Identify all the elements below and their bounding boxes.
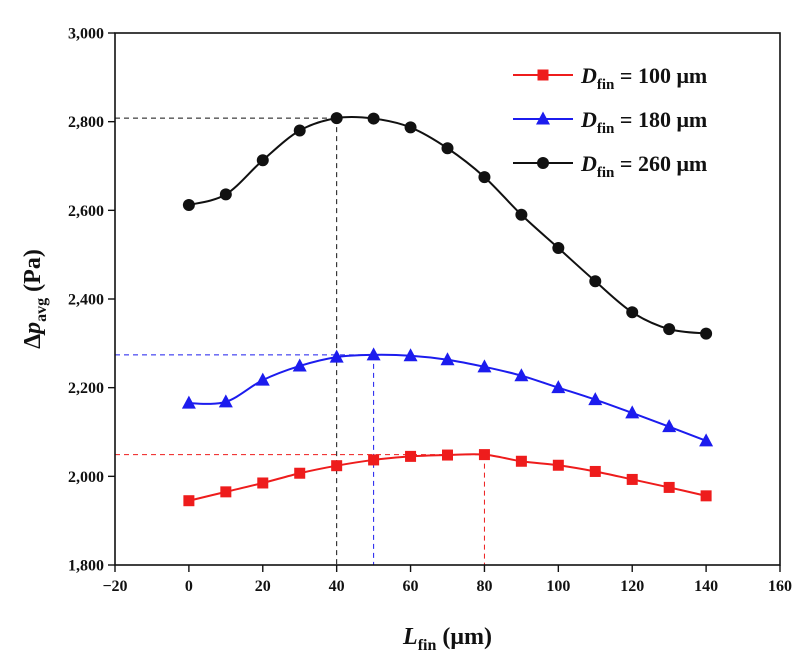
data-point [219,188,232,201]
legend-item: Dfin = 100 μm [513,63,707,93]
data-point [442,449,453,461]
data-point [220,486,232,498]
data-point [183,495,195,507]
legend-marker [537,69,549,81]
guide-lines [115,117,485,565]
data-point [292,358,307,372]
y-tick-label: 2,200 [68,380,104,397]
data-point [588,392,603,406]
y-tick-label: 2,400 [68,292,104,309]
y-tick-label: 3,000 [68,26,104,43]
data-point [441,142,454,155]
legend-item: Dfin = 180 μm [513,107,707,137]
data-point [257,477,269,489]
data-point [514,368,529,382]
legend-label: Dfin = 180 μm [580,107,707,137]
x-tick-label: 140 [694,578,718,595]
data-point [403,348,418,362]
data-point [700,327,713,340]
data-point [405,450,417,462]
legend: Dfin = 100 μm Dfin = 180 μm Dfin = 260 μm [513,63,707,181]
series-line [188,353,707,442]
x-tick-label: 20 [255,578,271,595]
data-point [625,405,640,419]
series-1 [181,347,714,447]
data-point [626,306,639,319]
data-point [663,481,675,493]
data-point [294,467,306,479]
y-tick-label: 2,800 [68,114,104,131]
x-tick-label: 60 [403,578,419,595]
axis-ticks: −20 0 20 40 60 80 100 120 140 160 1,800 2,000 2,200 2… [68,26,792,596]
legend-label: Dfin = 100 μm [580,63,707,93]
data-point [330,112,343,125]
legend-marker [537,157,549,169]
data-point [699,433,714,447]
y-axis-label: Δpavg (Pa) [20,249,50,349]
data-point [368,454,380,466]
data-point [515,208,528,221]
x-tick-label: 40 [329,578,345,595]
y-tick-label: 1,800 [68,558,104,575]
series-0 [183,449,712,507]
data-point [662,419,677,433]
x-tick-label: 100 [546,578,570,595]
data-point [218,394,233,408]
data-point [182,199,195,212]
data-point [589,275,602,288]
x-tick-label: 80 [476,578,492,595]
x-axis-label: Lfin (μm) [402,624,492,654]
x-tick-label: 0 [185,578,193,595]
data-point [551,380,566,394]
data-point [293,124,306,137]
series-2 [182,112,713,340]
data-point [331,460,343,472]
x-tick-label: 160 [768,578,792,595]
data-point [515,455,527,467]
data-point [256,154,269,167]
data-point [366,347,381,361]
data-point [255,372,270,386]
legend-label: Dfin = 260 μm [580,151,707,181]
data-point [589,465,601,477]
data-point [552,242,565,255]
y-tick-label: 2,000 [68,469,104,486]
data-point [404,121,417,134]
data-point [663,323,676,336]
legend-marker [536,111,550,125]
data-point [478,171,491,184]
data-point [478,449,490,461]
x-tick-label: −20 [102,578,127,595]
data-point [700,490,712,502]
data-point [626,473,638,485]
legend-item: Dfin = 260 μm [513,151,707,181]
y-tick-label: 2,600 [68,203,104,220]
series-layer [181,112,714,507]
data-point [367,112,380,125]
data-point [329,349,344,363]
data-point [552,459,564,471]
data-point [181,395,196,409]
x-tick-label: 120 [620,578,644,595]
data-point [477,359,492,373]
data-point [440,352,455,366]
